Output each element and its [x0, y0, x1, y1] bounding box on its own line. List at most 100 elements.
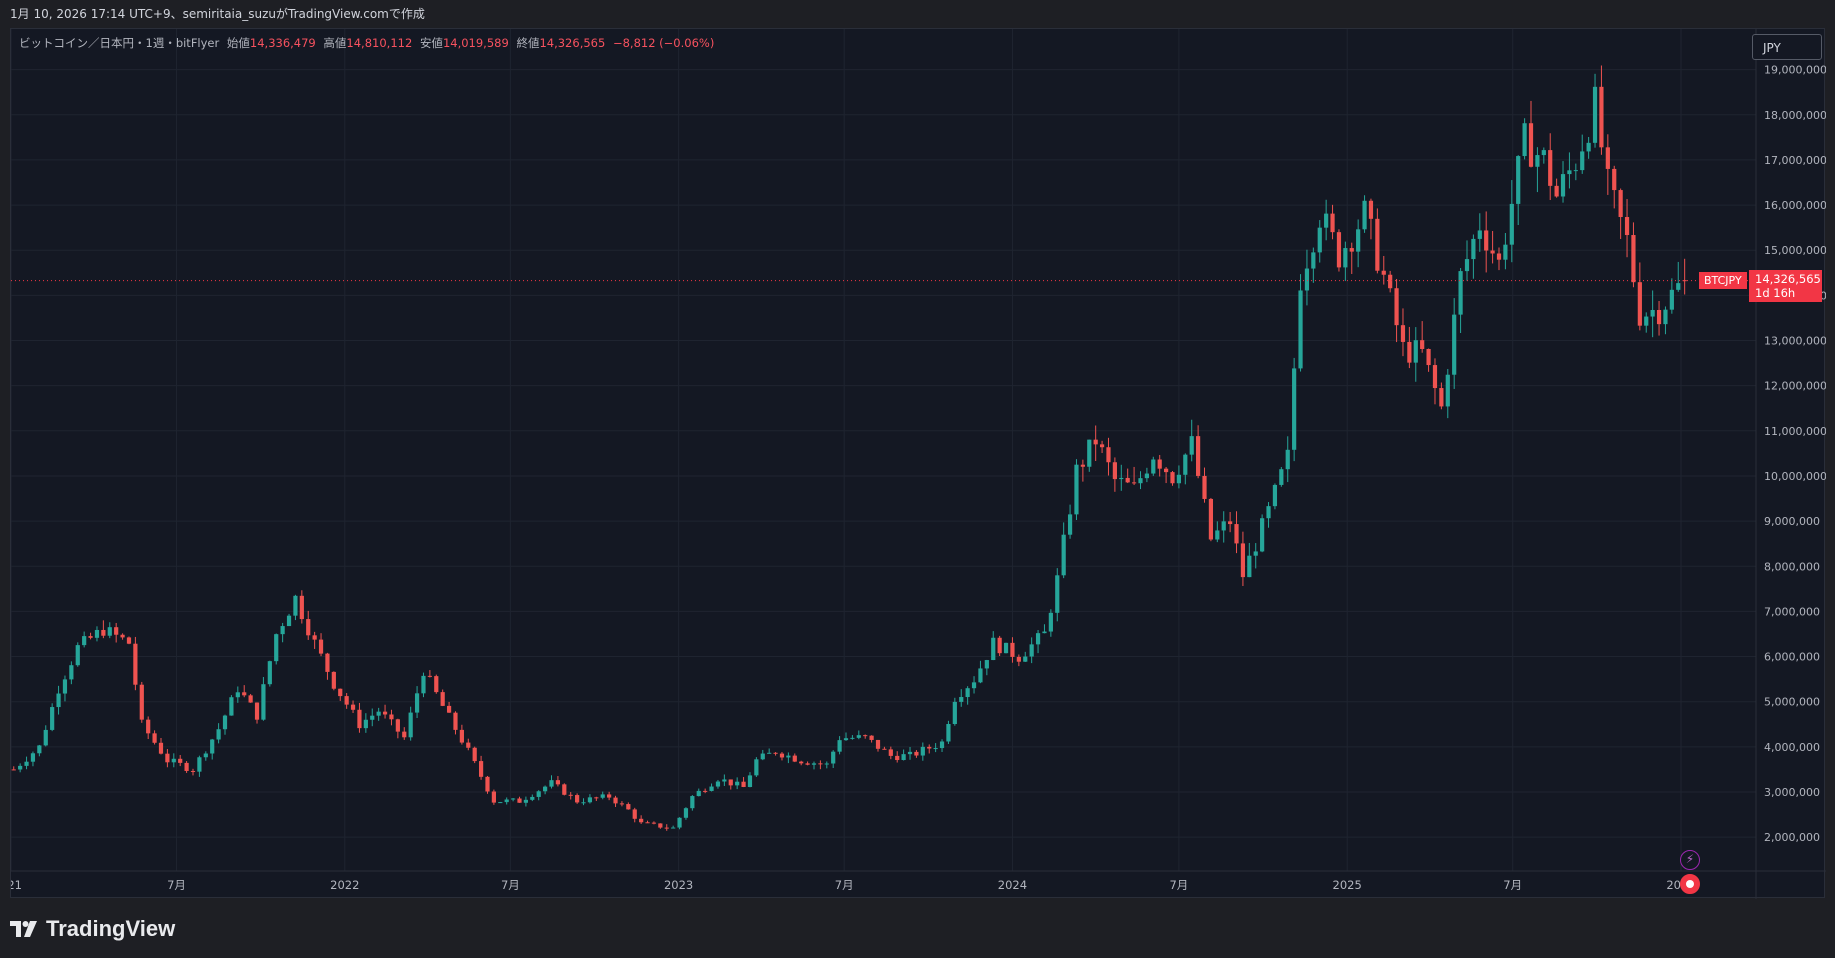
- brand-name: TradingView: [46, 916, 176, 941]
- candle-body: [242, 692, 247, 696]
- currency-button[interactable]: JPY: [1752, 34, 1822, 60]
- candle-body: [1381, 270, 1386, 275]
- candle-body: [350, 704, 356, 710]
- candle-body: [837, 740, 842, 752]
- y-tick-label: 19,000,000: [1764, 64, 1826, 77]
- candle-body: [639, 818, 644, 823]
- candle-body: [831, 751, 836, 764]
- candles: [11, 65, 1687, 831]
- candle-body: [1637, 282, 1642, 326]
- candle-body: [318, 639, 324, 654]
- candle-body: [1573, 170, 1578, 172]
- tradingview-logo-icon: [10, 921, 37, 937]
- candle-body: [1426, 348, 1431, 366]
- candle-body: [555, 780, 561, 785]
- candle-body: [126, 637, 132, 644]
- candle-body: [210, 739, 215, 754]
- candle-body: [1196, 436, 1201, 476]
- candle-body: [1260, 518, 1265, 552]
- candle-body: [869, 735, 874, 740]
- candle-body: [882, 748, 887, 750]
- y-tick-label: 13,000,000: [1764, 335, 1826, 348]
- candle-body: [1266, 506, 1271, 519]
- record-icon[interactable]: [1680, 874, 1700, 894]
- candle-body: [1304, 268, 1310, 291]
- candle-body: [1464, 259, 1470, 272]
- candle-body: [709, 786, 714, 791]
- candle-body: [1234, 524, 1239, 544]
- candle-body: [152, 733, 157, 743]
- candle-body: [11, 769, 16, 771]
- candle-body: [1010, 642, 1015, 657]
- candle-body: [491, 791, 496, 803]
- candle-body: [600, 794, 605, 798]
- candle-body: [1099, 444, 1105, 448]
- y-tick-label: 2,000,000: [1764, 831, 1820, 844]
- candle-body: [1548, 150, 1553, 186]
- y-tick-label: 5,000,000: [1764, 696, 1820, 709]
- candle-body: [1240, 543, 1246, 578]
- candle-body: [991, 637, 996, 661]
- candle-body: [421, 675, 426, 694]
- candle-body: [786, 755, 791, 758]
- x-tick-label: 7月: [1169, 878, 1188, 892]
- candle-body: [1055, 575, 1060, 613]
- candle-body: [69, 665, 74, 680]
- bolt-icon[interactable]: ⚡: [1680, 850, 1700, 870]
- candle-body: [1644, 316, 1649, 326]
- candle-body: [1029, 644, 1034, 657]
- candle-body: [1432, 365, 1438, 389]
- candle-body: [1560, 174, 1566, 197]
- candle-body: [1400, 325, 1406, 342]
- candle-body: [453, 712, 458, 730]
- x-tick-label: 7月: [1503, 878, 1522, 892]
- candle-body: [37, 745, 42, 754]
- candle-body: [280, 626, 285, 635]
- candle-body: [50, 707, 55, 730]
- y-tick-label: 10,000,000: [1764, 470, 1826, 483]
- tradingview-logo[interactable]: TradingView: [10, 912, 175, 946]
- candle-body: [139, 684, 144, 720]
- candle-body: [18, 765, 23, 770]
- y-tick-label: 9,000,000: [1764, 515, 1820, 528]
- candle-body: [543, 786, 548, 792]
- candle-body: [1388, 274, 1393, 289]
- x-tick-label: 021: [11, 878, 22, 892]
- candle-body: [1215, 530, 1220, 540]
- candle-body: [1650, 310, 1655, 317]
- candle-body: [773, 752, 778, 754]
- candle-body: [299, 595, 304, 620]
- candle-body: [1221, 521, 1226, 531]
- chart-panel[interactable]: 2,000,000 3,000,000 4,000,000 5,000,000 6,00…: [10, 28, 1826, 899]
- x-tick-label: 2022: [330, 878, 359, 892]
- candle-body: [229, 697, 234, 716]
- candle-body: [536, 791, 541, 797]
- candle-body: [920, 746, 925, 756]
- candle-body: [402, 731, 407, 738]
- candle-body: [261, 684, 266, 720]
- candle-body: [1119, 477, 1124, 480]
- candle-body: [1541, 150, 1546, 156]
- candle-body: [760, 753, 765, 760]
- candle-body: [696, 790, 701, 797]
- candle-body: [146, 719, 151, 734]
- candle-body: [82, 636, 87, 646]
- time-axis: 0217月20227月20237月20247月20257月2026: [11, 870, 1826, 892]
- grid-lines: [11, 29, 1756, 871]
- ohlc-legend: ビットコイン／日本円・1週・bitFlyer 始値14,336,479 高値14…: [19, 35, 714, 51]
- candle-body: [907, 751, 913, 755]
- candle-body: [485, 776, 490, 792]
- candle-body: [370, 715, 375, 720]
- candlestick-chart[interactable]: 2,000,000 3,000,000 4,000,000 5,000,000 6,00…: [11, 29, 1826, 899]
- candle-body: [1074, 464, 1079, 515]
- candle-body: [376, 711, 381, 716]
- y-tick-label: 12,000,000: [1764, 380, 1826, 393]
- legend-low-label: 安値: [419, 36, 443, 50]
- candle-body: [1042, 631, 1047, 634]
- candle-body: [427, 675, 432, 677]
- candle-body: [1163, 468, 1169, 473]
- candle-body: [1144, 473, 1149, 479]
- candle-body: [1362, 200, 1367, 230]
- candle-body: [434, 676, 439, 693]
- candle-body: [1183, 454, 1188, 475]
